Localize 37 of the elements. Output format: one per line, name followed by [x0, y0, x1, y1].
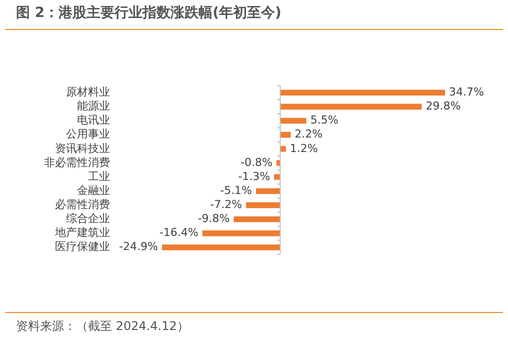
y-tick-label: 电讯业	[77, 114, 110, 127]
data-label: 2.2%	[294, 128, 323, 141]
bar	[202, 230, 280, 236]
text: 资料来源：（截至 2024.4.12）	[16, 318, 189, 335]
data-label: -16.4%	[159, 226, 198, 240]
y-tick-label: 公用事业	[66, 128, 110, 141]
bar	[280, 104, 422, 110]
bar	[280, 118, 306, 124]
y-tick-label: 地产建筑业	[54, 226, 110, 240]
y-tick-label: 能源业	[77, 100, 110, 113]
chart-title: 图 2：港股主要行业指数涨跌幅(年初至今)	[16, 4, 282, 22]
y-tick-label: 金融业	[77, 184, 110, 197]
y-tick-label: 原材料业	[66, 85, 110, 98]
data-label: -9.8%	[198, 212, 230, 226]
y-tick-label: 资讯科技业	[55, 142, 110, 155]
y-tick-label: 必需性消费	[55, 198, 110, 212]
y-tick-label: 工业	[88, 170, 110, 183]
y-tick-label: 综合企业	[66, 212, 110, 226]
y-tick-label: 医疗保健业	[55, 240, 110, 254]
bar	[234, 216, 280, 222]
y-tick-label: 非必需性消费	[44, 156, 110, 169]
data-label: -0.8%	[240, 156, 272, 169]
data-label: 1.2%	[290, 142, 318, 155]
bar	[280, 146, 286, 152]
data-label: 29.8%	[426, 100, 461, 113]
data-label: -7.2%	[210, 198, 242, 212]
bar	[162, 244, 280, 250]
bar	[246, 202, 280, 208]
data-label: 34.7%	[449, 85, 484, 98]
bar	[280, 90, 445, 96]
data-label: -24.9%	[119, 240, 158, 254]
data-label: 5.5%	[310, 114, 338, 127]
data-label: -5.1%	[220, 184, 252, 197]
bar	[280, 132, 291, 138]
bar	[256, 188, 280, 194]
bar	[274, 174, 280, 180]
data-label: -1.3%	[238, 170, 270, 183]
